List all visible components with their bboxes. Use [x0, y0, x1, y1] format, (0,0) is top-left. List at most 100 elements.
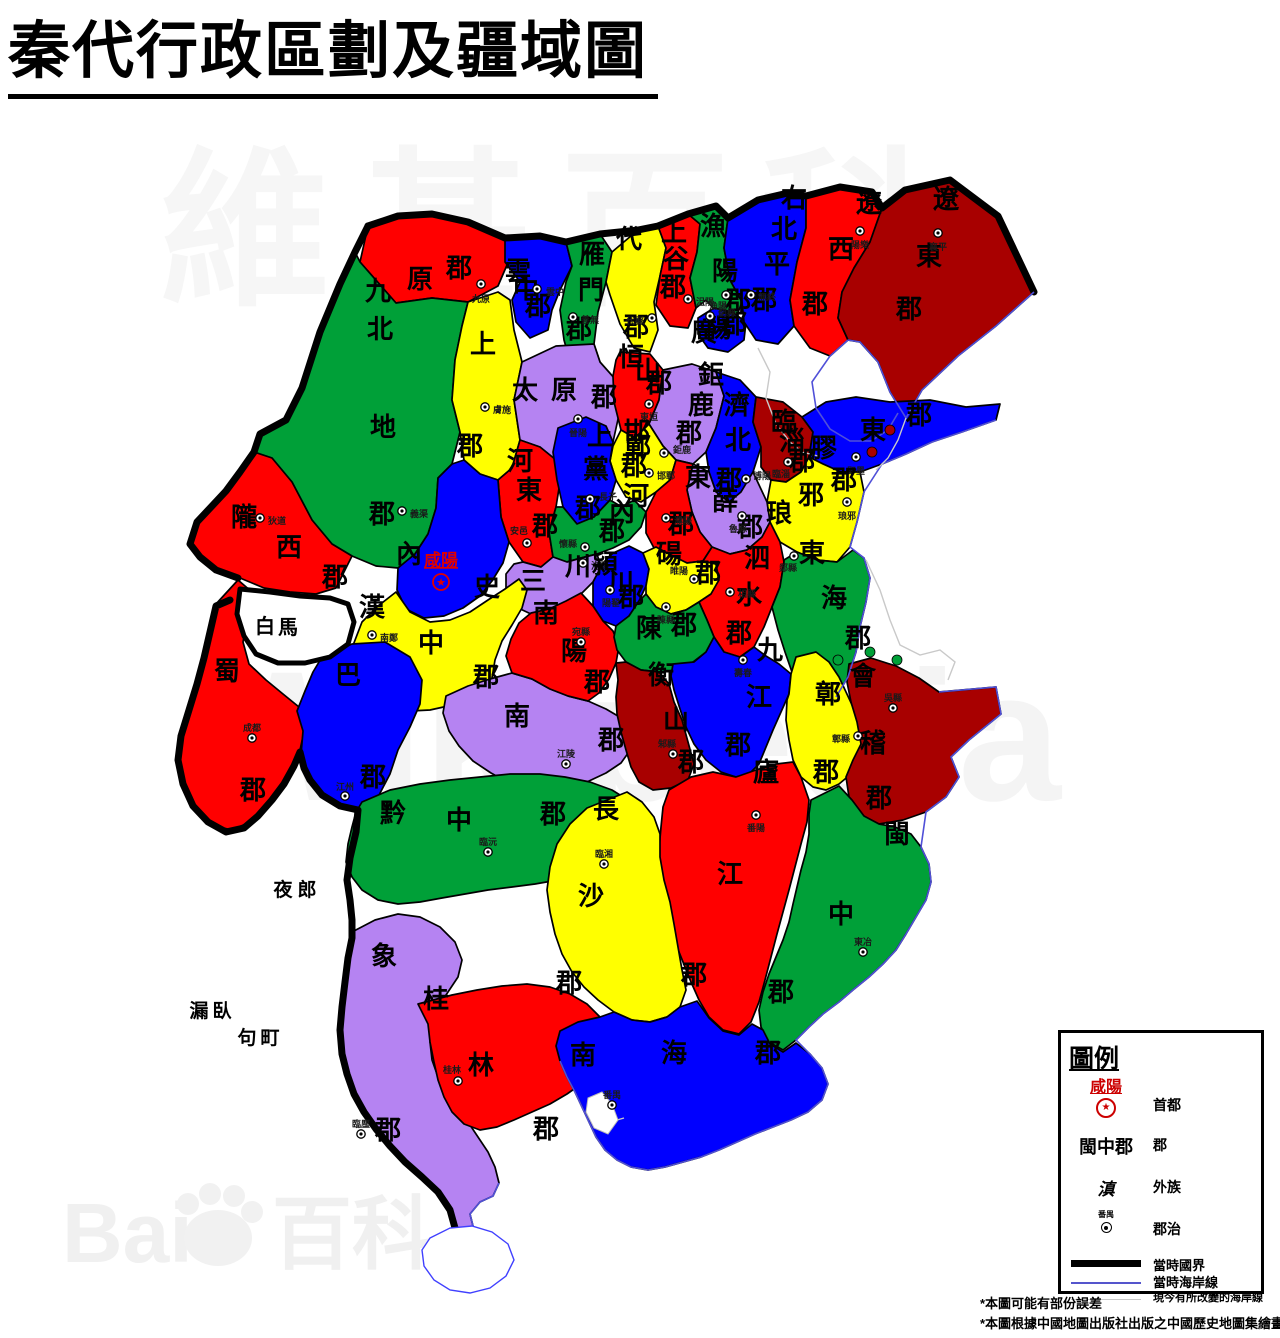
svg-text:郡: 郡 [754, 1038, 781, 1068]
seat-東冶: 東冶 [854, 936, 872, 957]
seat-善無: 善無 [568, 312, 599, 325]
svg-text:句: 句 [237, 1026, 256, 1049]
coastline-2 [835, 419, 997, 698]
svg-text:鉅: 鉅 [698, 360, 724, 390]
region-labels-蜀郡: 蜀郡 成都 [214, 656, 266, 805]
svg-text:門: 門 [578, 275, 604, 305]
region-labels-廬江郡: 廬江郡 番陽 [680, 757, 779, 990]
svg-text:義渠: 義渠 [410, 508, 429, 519]
svg-text:郡: 郡 [645, 368, 672, 398]
svg-text:成都: 成都 [243, 722, 261, 733]
svg-text:郡: 郡 [531, 511, 558, 541]
svg-text:郡: 郡 [359, 762, 386, 792]
seat-壽春: 壽春 [734, 655, 753, 678]
seat-宛縣: 宛縣 [571, 626, 590, 647]
svg-text:谷: 谷 [663, 244, 690, 274]
svg-text:桂林: 桂林 [442, 1064, 462, 1075]
svg-text:南: 南 [504, 701, 530, 731]
seat-狄道: 狄道 [255, 513, 286, 526]
svg-text:郡: 郡 [374, 1115, 401, 1145]
legend-box: 圖例 咸陽 ★ 首都 閩中郡 郡 滇 外族 番禺 郡治 當時國界 當時海岸線 現… [1058, 1030, 1264, 1304]
seat-江州: 江州 [336, 781, 354, 801]
svg-text:琅: 琅 [766, 498, 792, 528]
svg-text:町: 町 [260, 1028, 279, 1049]
svg-text:無終: 無終 [758, 291, 777, 302]
seat-義渠: 義渠 [397, 506, 429, 519]
tribe-句町: 句町 [237, 1026, 279, 1049]
seat-洛陽: 洛陽 [578, 558, 609, 571]
region-內史 [396, 459, 510, 619]
seat-南鄭: 南鄭 [367, 630, 398, 643]
svg-text:蜀: 蜀 [214, 656, 240, 686]
svg-text:象: 象 [371, 941, 397, 971]
svg-text:碭: 碭 [656, 539, 682, 569]
seat-漁陽: 漁陽 [709, 290, 731, 311]
svg-text:宛縣: 宛縣 [571, 626, 590, 637]
svg-text:郡: 郡 [905, 400, 932, 430]
legend-seat-label: 郡治 [1153, 1221, 1181, 1237]
legend-commandery-label: 郡 [1153, 1137, 1167, 1153]
svg-text:鉅鹿: 鉅鹿 [673, 444, 691, 455]
svg-text:博陽: 博陽 [753, 470, 771, 481]
region-labels-閩中郡: 閩中郡 東冶 [767, 819, 910, 1007]
svg-text:狄道: 狄道 [267, 515, 286, 526]
tribe-夜郎: 夜郎 [272, 878, 316, 901]
svg-text:東冶: 東冶 [854, 936, 872, 947]
seat-襄平: 襄平 [928, 228, 947, 252]
svg-text:地: 地 [370, 412, 396, 442]
svg-text:郯縣: 郯縣 [779, 562, 797, 573]
svg-text:東: 東 [860, 415, 886, 445]
svg-text:三: 三 [520, 566, 546, 596]
svg-text:雲中: 雲中 [546, 286, 564, 297]
region-labels-膠東郡: 膠東 郡即墨 [811, 400, 932, 476]
svg-text:臨湘: 臨湘 [595, 848, 613, 859]
region-labels-上郡: 上郡 膚施 [456, 329, 511, 461]
border-line-icon [1071, 1260, 1141, 1268]
svg-text:中: 中 [828, 899, 854, 929]
svg-text:長: 長 [593, 794, 620, 824]
svg-text:懷縣: 懷縣 [558, 538, 577, 549]
svg-text:江州: 江州 [336, 781, 354, 792]
legend-tribe-sample: 滇 [1097, 1180, 1115, 1199]
seat-臨沅: 臨沅 [479, 836, 497, 857]
legend-border-label: 當時國界 [1153, 1258, 1206, 1273]
svg-text:臨沅: 臨沅 [479, 836, 497, 847]
svg-text:東: 東 [799, 538, 825, 568]
svg-text:淄: 淄 [779, 426, 805, 456]
svg-text:臥: 臥 [212, 1000, 232, 1022]
svg-text:郡: 郡 [694, 558, 721, 588]
svg-text:濟: 濟 [724, 390, 750, 420]
svg-text:郡: 郡 [677, 747, 704, 777]
region-labels-南海郡: 南 海 郡番禺 [570, 1038, 781, 1110]
svg-text:太: 太 [512, 375, 539, 405]
seat-dot-icon [1100, 1222, 1112, 1233]
svg-text:咸陽: 咸陽 [424, 550, 458, 570]
islet-green [864, 646, 876, 658]
seat-邯鄲: 邯鄲 [644, 468, 675, 481]
seat-臨淄: 臨淄 [772, 457, 793, 479]
svg-text:水: 水 [736, 580, 763, 610]
svg-text:郡: 郡 [472, 662, 499, 692]
enclave-白馬 [234, 586, 357, 666]
region-labels-陳郡: 陳郡陳縣 [636, 602, 697, 643]
seat-晉陽: 晉陽 [569, 414, 587, 438]
svg-text:陽: 陽 [712, 256, 738, 286]
seat-無終: 無終 [746, 290, 777, 302]
region-labels-東海郡: 東海郡 郯縣 [779, 538, 871, 653]
region-labels-漢中郡: 漢中郡 南鄭 [359, 592, 499, 692]
svg-text:山: 山 [635, 356, 661, 386]
svg-text:九原: 九原 [471, 293, 490, 304]
svg-text:邾縣: 邾縣 [657, 738, 676, 749]
seat-膚施: 膚施 [480, 402, 511, 415]
islet-darkred [866, 446, 878, 458]
seat-東垣: 東垣 [640, 399, 658, 422]
